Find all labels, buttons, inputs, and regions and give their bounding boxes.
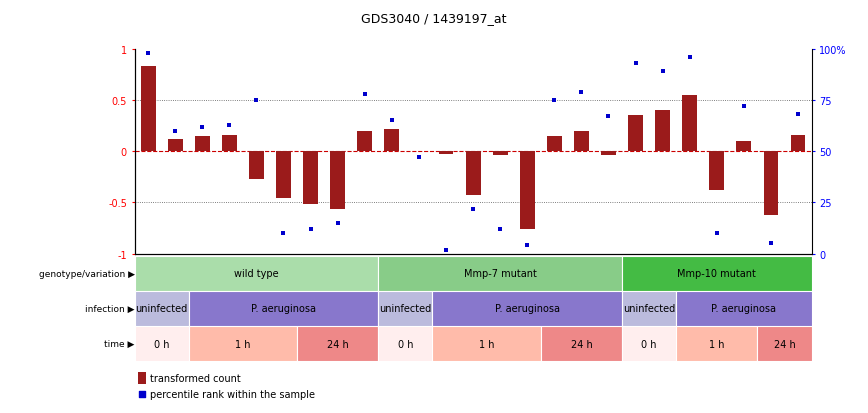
Bar xyxy=(655,111,670,152)
Point xyxy=(791,112,805,118)
Bar xyxy=(676,326,758,361)
Point xyxy=(520,242,534,249)
Text: uninfected: uninfected xyxy=(135,304,187,314)
Bar xyxy=(188,326,297,361)
Bar xyxy=(141,67,155,152)
Bar xyxy=(541,326,622,361)
Point xyxy=(277,230,291,237)
Text: transformed count: transformed count xyxy=(150,373,240,383)
Bar xyxy=(465,152,481,196)
Bar xyxy=(194,136,210,152)
Point xyxy=(358,91,372,98)
Bar xyxy=(493,152,508,156)
Bar xyxy=(764,152,779,215)
Bar xyxy=(249,152,264,179)
Text: P. aeruginosa: P. aeruginosa xyxy=(251,304,316,314)
Bar xyxy=(378,326,432,361)
Bar xyxy=(438,152,453,155)
Bar xyxy=(432,326,541,361)
Bar xyxy=(676,291,812,326)
Text: Mmp-10 mutant: Mmp-10 mutant xyxy=(677,268,756,279)
Text: 0 h: 0 h xyxy=(641,339,657,349)
Point xyxy=(737,104,751,110)
Bar xyxy=(709,152,724,191)
Text: P. aeruginosa: P. aeruginosa xyxy=(495,304,560,314)
Bar xyxy=(758,326,812,361)
Bar xyxy=(682,95,697,152)
Bar xyxy=(628,116,643,152)
Bar xyxy=(574,131,589,152)
Bar xyxy=(135,326,188,361)
Bar xyxy=(222,135,237,152)
Text: uninfected: uninfected xyxy=(379,304,431,314)
Text: time ▶: time ▶ xyxy=(104,339,135,348)
Point xyxy=(602,114,615,120)
Text: P. aeruginosa: P. aeruginosa xyxy=(712,304,776,314)
Point xyxy=(466,206,480,212)
Bar xyxy=(622,326,676,361)
Point xyxy=(628,61,642,67)
Bar xyxy=(135,256,378,291)
Text: percentile rank within the sample: percentile rank within the sample xyxy=(150,389,315,399)
Text: 1 h: 1 h xyxy=(479,339,495,349)
Text: wild type: wild type xyxy=(234,268,279,279)
Bar xyxy=(138,372,147,384)
Point xyxy=(548,97,562,104)
Point xyxy=(168,128,182,135)
Bar xyxy=(276,152,291,199)
Text: infection ▶: infection ▶ xyxy=(85,304,135,313)
Point xyxy=(222,122,236,128)
Bar xyxy=(330,152,345,209)
Point xyxy=(331,220,345,227)
Point xyxy=(304,226,318,233)
Text: uninfected: uninfected xyxy=(623,304,675,314)
Point xyxy=(135,391,149,398)
Point xyxy=(385,118,398,124)
Bar xyxy=(601,152,616,156)
Point xyxy=(655,69,669,75)
Text: 0 h: 0 h xyxy=(398,339,413,349)
Bar xyxy=(188,291,378,326)
Text: 24 h: 24 h xyxy=(570,339,592,349)
Text: 1 h: 1 h xyxy=(709,339,725,349)
Point xyxy=(412,154,426,161)
Text: 24 h: 24 h xyxy=(326,339,349,349)
Bar xyxy=(520,152,535,230)
Bar xyxy=(168,140,182,152)
Point xyxy=(195,124,209,131)
Bar xyxy=(297,326,378,361)
Bar xyxy=(791,135,806,152)
Bar xyxy=(358,131,372,152)
Text: genotype/variation ▶: genotype/variation ▶ xyxy=(38,269,135,278)
Text: 24 h: 24 h xyxy=(773,339,795,349)
Bar xyxy=(432,291,622,326)
Point xyxy=(141,50,155,57)
Bar xyxy=(736,142,752,152)
Bar xyxy=(385,129,399,152)
Point xyxy=(710,230,724,237)
Bar xyxy=(378,256,622,291)
Text: Mmp-7 mutant: Mmp-7 mutant xyxy=(464,268,536,279)
Point xyxy=(764,240,778,247)
Bar xyxy=(303,152,318,205)
Bar xyxy=(135,291,188,326)
Text: GDS3040 / 1439197_at: GDS3040 / 1439197_at xyxy=(361,12,507,25)
Point xyxy=(439,247,453,253)
Point xyxy=(249,97,263,104)
Bar xyxy=(378,291,432,326)
Bar xyxy=(547,136,562,152)
Text: 1 h: 1 h xyxy=(235,339,251,349)
Point xyxy=(493,226,507,233)
Bar xyxy=(622,291,676,326)
Point xyxy=(575,89,589,96)
Text: 0 h: 0 h xyxy=(154,339,169,349)
Bar xyxy=(622,256,812,291)
Point xyxy=(683,55,697,61)
